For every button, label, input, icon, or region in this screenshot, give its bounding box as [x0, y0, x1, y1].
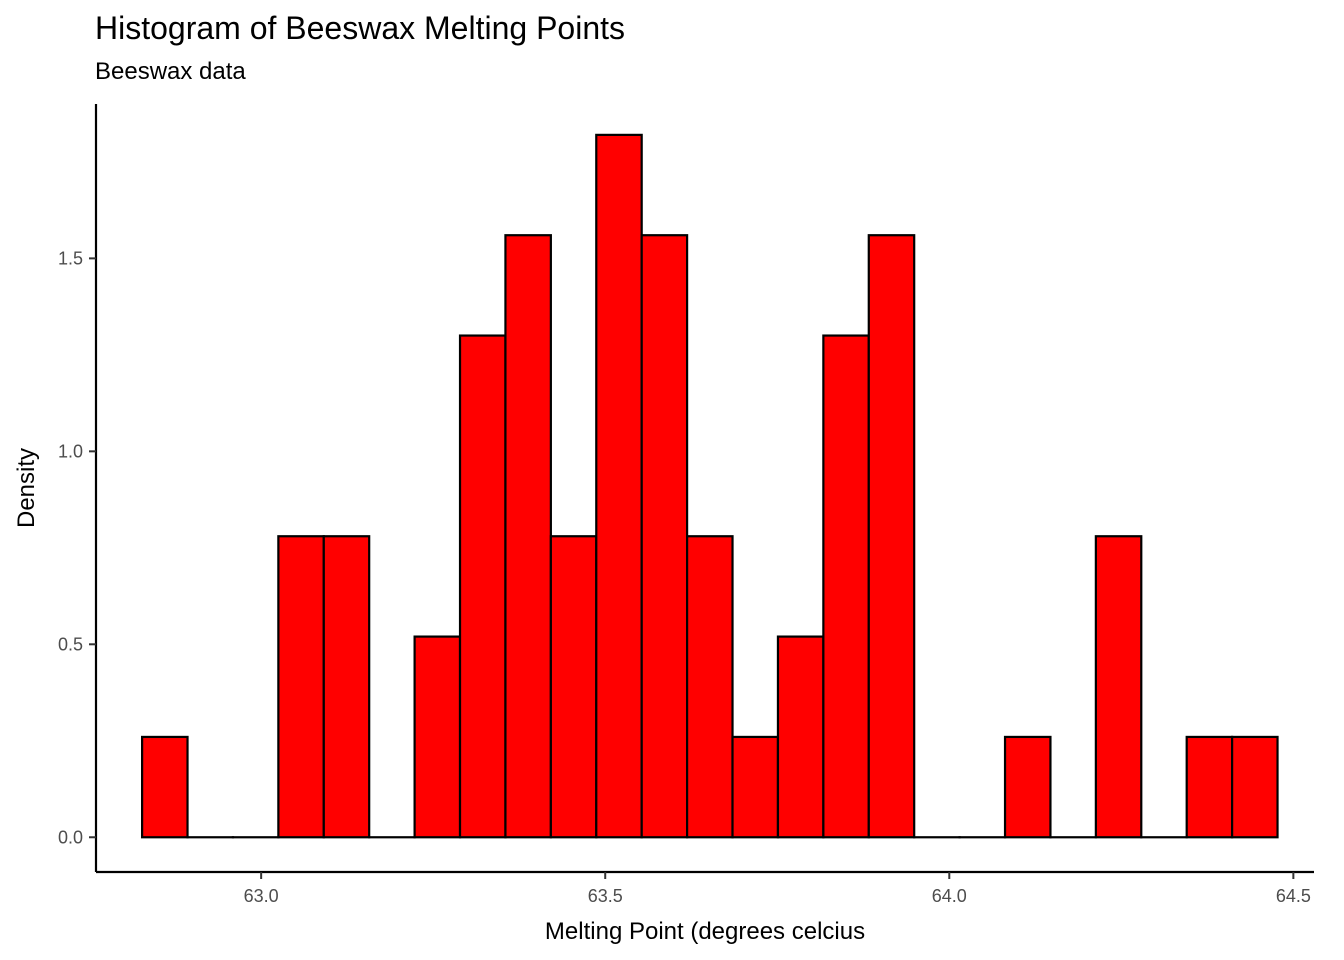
y-axis-ticks: 0.0 0.5 1.0 1.5 [58, 248, 96, 847]
x-tick-label: 64.0 [932, 886, 967, 906]
x-tick-label: 64.5 [1276, 886, 1311, 906]
y-tick-label: 1.5 [58, 248, 83, 268]
histogram-bar [277, 535, 325, 839]
x-tick-label: 63.5 [588, 886, 623, 906]
y-tick-label: 0.5 [58, 634, 83, 654]
chart-title: Histogram of Beeswax Melting Points [95, 10, 625, 46]
histogram-bar [595, 133, 643, 839]
histogram-bar [322, 535, 371, 839]
histogram-bar [504, 234, 552, 839]
histogram-bar [458, 334, 507, 839]
histogram-bar [640, 234, 689, 839]
chart-subtitle: Beeswax data [95, 58, 246, 85]
histogram-bar [549, 535, 598, 839]
histogram-bar [141, 735, 189, 839]
y-axis-title: Density [13, 448, 40, 528]
histogram-bar [731, 735, 780, 839]
bars-group [141, 133, 1279, 839]
histogram-bar [686, 535, 734, 839]
histogram-bar [1185, 735, 1234, 839]
histogram-bar [1231, 735, 1279, 839]
histogram-bar [1003, 735, 1052, 839]
x-tick-label: 63.0 [244, 886, 279, 906]
histogram-bar [1094, 535, 1143, 839]
histogram-bar [413, 635, 462, 839]
y-tick-label: 0.0 [58, 827, 83, 847]
histogram-bar [867, 234, 916, 839]
x-axis-ticks: 63.0 63.5 64.0 64.5 [244, 872, 1311, 906]
histogram-bar [822, 334, 870, 839]
histogram-bar [776, 635, 825, 839]
y-tick-label: 1.0 [58, 441, 83, 461]
x-axis-title: Melting Point (degrees celcius [545, 918, 865, 945]
